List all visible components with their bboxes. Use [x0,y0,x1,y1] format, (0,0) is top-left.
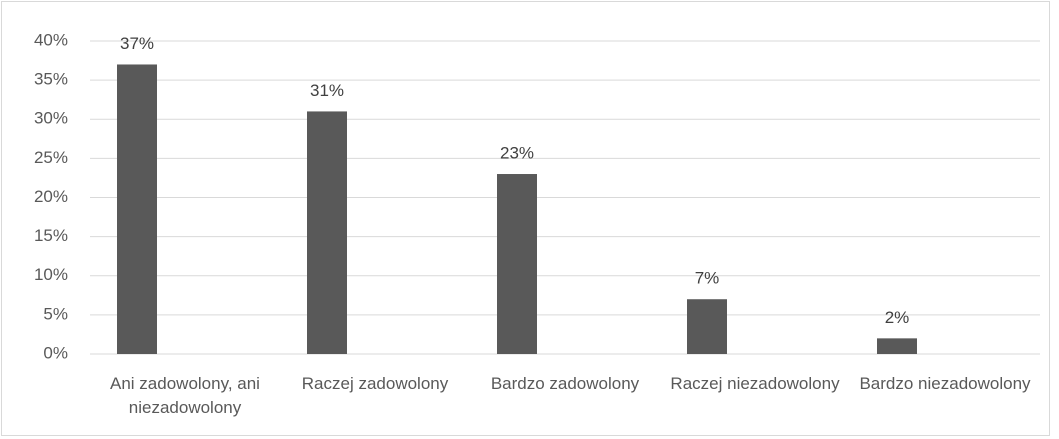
value-label: 31% [310,81,344,100]
bar [307,111,347,354]
y-tick-label: 15% [34,226,68,245]
y-tick-label: 0% [43,343,68,362]
bar [117,64,157,354]
value-label: 2% [885,308,910,327]
x-tick-label: Bardzo zadowolony [490,374,640,393]
y-tick-label: 35% [34,70,68,89]
x-tick-label: Bardzo niezadowolony [859,374,1031,393]
y-tick-label: 5% [43,304,68,323]
value-label: 23% [500,144,534,163]
bar [877,338,917,354]
x-tick-label: Raczej zadowolony [301,374,449,393]
bar [497,174,537,354]
y-tick-label: 30% [34,109,68,128]
value-label: 37% [120,34,154,53]
y-tick-label: 25% [34,148,68,167]
x-tick-label: Raczej niezadowolony [670,374,840,393]
bar [687,299,727,354]
y-tick-label: 40% [34,30,68,49]
y-tick-label: 20% [34,187,68,206]
y-tick-label: 10% [34,265,68,284]
value-label: 7% [695,269,720,288]
x-tick-label: Ani zadowolony, ani niezadowolony [110,374,260,417]
